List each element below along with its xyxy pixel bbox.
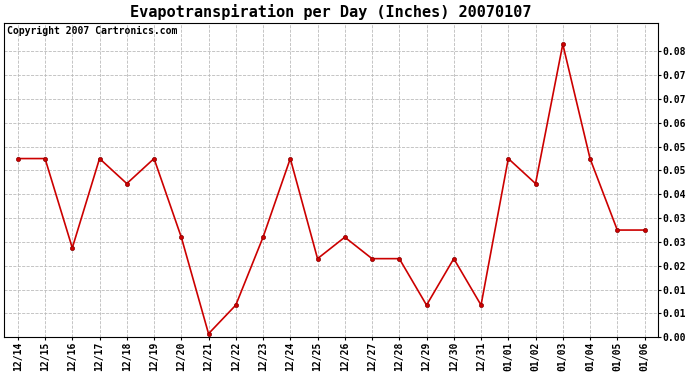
Title: Evapotranspiration per Day (Inches) 20070107: Evapotranspiration per Day (Inches) 2007… — [130, 4, 532, 20]
Text: Copyright 2007 Cartronics.com: Copyright 2007 Cartronics.com — [8, 26, 178, 36]
